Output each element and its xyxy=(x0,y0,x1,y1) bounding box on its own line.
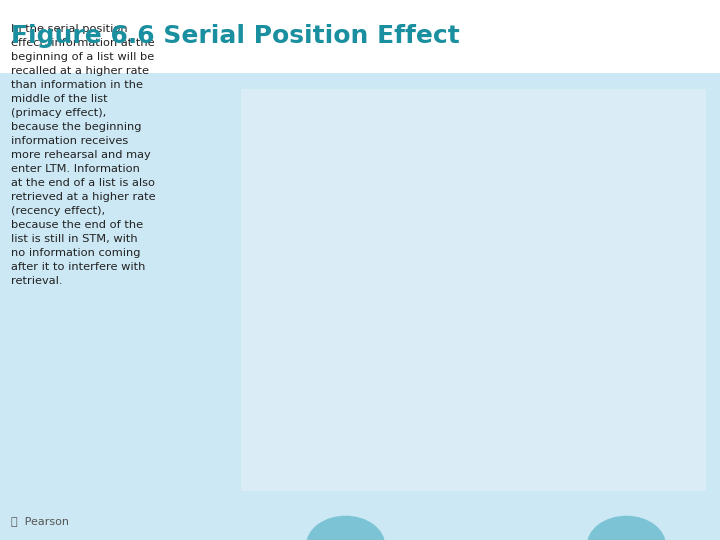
X-axis label: Position in list: Position in list xyxy=(449,469,534,482)
Text: Ⓟ  Pearson: Ⓟ Pearson xyxy=(11,516,69,526)
Text: In the serial position
effect, information at the
beginning of a list will be
re: In the serial position effect, informati… xyxy=(11,24,156,286)
Text: Primacy effect: Primacy effect xyxy=(337,117,422,130)
Y-axis label: Percent correct: Percent correct xyxy=(247,228,260,323)
Text: Figure 6.6 Serial Position Effect: Figure 6.6 Serial Position Effect xyxy=(11,24,459,49)
Text: Recency effect: Recency effect xyxy=(600,207,687,220)
